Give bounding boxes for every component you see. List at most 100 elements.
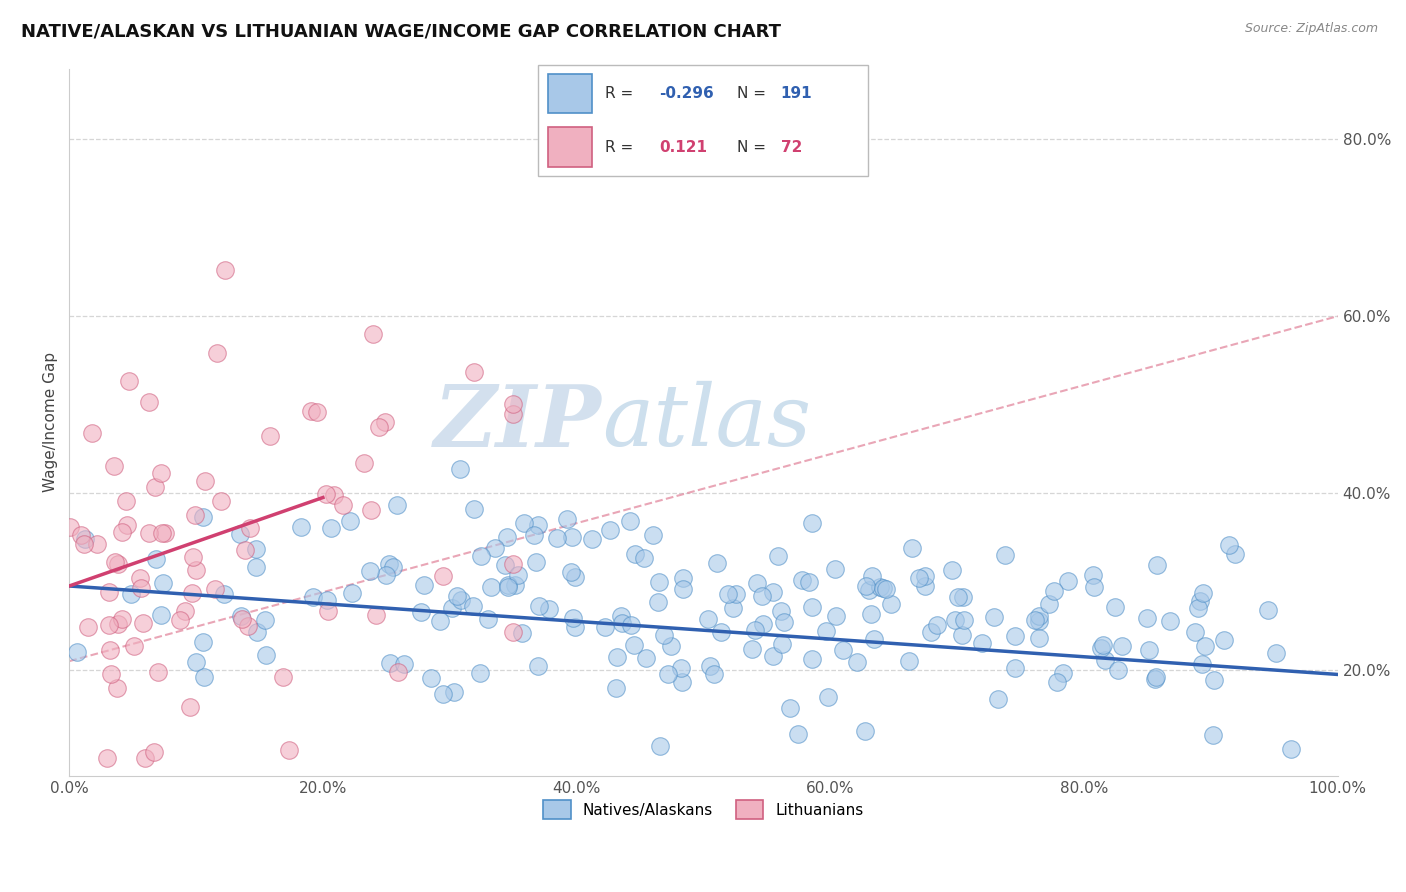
Point <box>502 407 524 421</box>
Point <box>914 579 936 593</box>
Point <box>378 656 401 670</box>
Point <box>581 533 603 547</box>
Point <box>111 524 134 539</box>
Point <box>647 595 669 609</box>
Point <box>118 374 141 388</box>
Point <box>100 667 122 681</box>
Point <box>150 466 173 480</box>
Point <box>696 612 718 626</box>
Point <box>129 581 152 595</box>
Point <box>315 592 337 607</box>
Point <box>449 462 471 476</box>
Point <box>73 537 96 551</box>
Point <box>1191 657 1213 671</box>
Point <box>150 526 173 541</box>
Text: 72: 72 <box>780 139 801 154</box>
Point <box>315 486 337 500</box>
Point <box>479 580 502 594</box>
Point <box>941 563 963 577</box>
Point <box>233 543 256 558</box>
Point <box>381 560 404 574</box>
Point <box>181 586 204 600</box>
Y-axis label: Wage/Income Gap: Wage/Income Gap <box>44 352 58 492</box>
Point <box>610 609 633 624</box>
Point <box>703 667 725 681</box>
Point <box>98 584 121 599</box>
Point <box>761 649 783 664</box>
Point <box>496 580 519 594</box>
Point <box>672 571 695 585</box>
Point <box>524 555 547 569</box>
Point <box>204 582 226 596</box>
Point <box>619 514 641 528</box>
Point <box>245 542 267 557</box>
Point <box>229 526 252 541</box>
Point <box>1136 610 1159 624</box>
Point <box>502 397 524 411</box>
Point <box>1090 640 1112 655</box>
Point <box>557 511 579 525</box>
Point <box>1218 538 1240 552</box>
Point <box>1159 614 1181 628</box>
Point <box>860 569 883 583</box>
Text: NATIVE/ALASKAN VS LITHUANIAN WAGE/INCOME GAP CORRELATION CHART: NATIVE/ALASKAN VS LITHUANIAN WAGE/INCOME… <box>21 22 782 40</box>
Point <box>801 652 824 666</box>
Point <box>825 609 848 624</box>
Point <box>846 655 869 669</box>
Point <box>273 670 295 684</box>
Point <box>801 516 824 530</box>
Point <box>858 583 880 598</box>
Point <box>368 419 391 434</box>
Point <box>120 587 142 601</box>
Point <box>1107 663 1129 677</box>
Point <box>952 590 974 604</box>
Point <box>706 556 728 570</box>
FancyBboxPatch shape <box>537 65 869 176</box>
Point <box>463 365 485 379</box>
Point <box>107 558 129 572</box>
Point <box>245 625 267 640</box>
Point <box>477 612 499 626</box>
Point <box>1194 640 1216 654</box>
Point <box>502 625 524 640</box>
Point <box>193 670 215 684</box>
Point <box>725 587 748 601</box>
Point <box>278 742 301 756</box>
Point <box>153 525 176 540</box>
Text: ZIP: ZIP <box>434 381 602 464</box>
Text: 191: 191 <box>780 87 813 102</box>
Point <box>880 597 903 611</box>
Point <box>104 555 127 569</box>
Point <box>779 701 801 715</box>
Point <box>86 537 108 551</box>
Point <box>647 574 669 589</box>
Point <box>440 600 463 615</box>
Point <box>145 551 167 566</box>
Point <box>1081 567 1104 582</box>
Point <box>361 326 384 341</box>
Point <box>1213 632 1236 647</box>
Point <box>209 493 232 508</box>
Point <box>193 474 215 488</box>
Point <box>375 568 398 582</box>
Point <box>953 613 976 627</box>
Point <box>134 751 156 765</box>
Point <box>546 532 568 546</box>
Point <box>374 415 396 429</box>
Point <box>253 613 276 627</box>
Point <box>523 528 546 542</box>
Point <box>494 558 516 572</box>
Point <box>111 612 134 626</box>
Point <box>70 527 93 541</box>
Point <box>770 637 793 651</box>
Point <box>169 613 191 627</box>
Point <box>983 609 1005 624</box>
Point <box>214 262 236 277</box>
Point <box>420 671 443 685</box>
Point <box>1111 639 1133 653</box>
Point <box>138 394 160 409</box>
Point <box>186 655 208 669</box>
Point <box>741 641 763 656</box>
Point <box>321 521 343 535</box>
Point <box>762 584 785 599</box>
